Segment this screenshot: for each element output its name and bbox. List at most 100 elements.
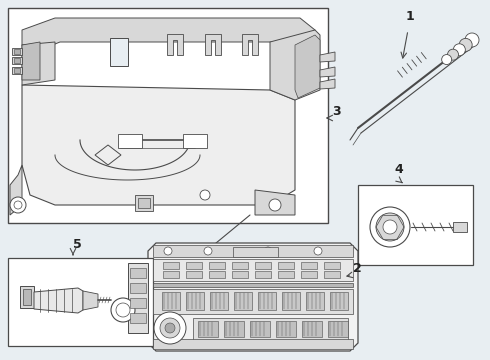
Bar xyxy=(23,289,31,305)
Bar xyxy=(162,292,180,310)
Bar xyxy=(233,247,278,257)
Bar xyxy=(278,262,294,269)
Circle shape xyxy=(441,55,452,64)
Polygon shape xyxy=(22,18,315,50)
Polygon shape xyxy=(83,291,98,310)
Bar xyxy=(209,271,225,278)
Circle shape xyxy=(200,190,210,200)
Bar xyxy=(130,283,146,293)
Circle shape xyxy=(264,247,272,255)
Polygon shape xyxy=(255,190,295,215)
Polygon shape xyxy=(14,58,20,63)
Bar xyxy=(328,321,348,337)
Text: 3: 3 xyxy=(332,105,341,118)
Bar xyxy=(8,8,328,223)
Bar xyxy=(163,262,179,269)
Polygon shape xyxy=(205,34,221,55)
Bar xyxy=(135,195,153,211)
Bar xyxy=(130,313,146,323)
Polygon shape xyxy=(320,52,335,62)
Bar xyxy=(232,271,248,278)
Bar xyxy=(186,262,202,269)
Bar xyxy=(183,134,207,148)
Circle shape xyxy=(376,213,404,241)
Circle shape xyxy=(165,323,175,333)
Bar xyxy=(330,292,348,310)
Bar xyxy=(258,292,276,310)
Circle shape xyxy=(164,247,172,255)
Bar xyxy=(282,292,300,310)
Bar xyxy=(232,262,248,269)
Bar xyxy=(276,321,296,337)
Bar xyxy=(301,262,317,269)
Polygon shape xyxy=(270,30,320,100)
Circle shape xyxy=(314,247,322,255)
Polygon shape xyxy=(295,35,320,98)
Bar xyxy=(118,134,142,148)
Circle shape xyxy=(111,298,135,322)
Polygon shape xyxy=(10,165,22,215)
Polygon shape xyxy=(22,42,40,80)
Text: 2: 2 xyxy=(353,262,362,275)
Bar xyxy=(186,292,204,310)
Bar xyxy=(153,283,353,287)
Bar xyxy=(163,271,179,278)
Polygon shape xyxy=(22,85,295,205)
Bar xyxy=(453,222,467,232)
Polygon shape xyxy=(12,57,22,64)
Polygon shape xyxy=(14,68,20,73)
Polygon shape xyxy=(14,49,20,54)
Polygon shape xyxy=(22,42,55,85)
Circle shape xyxy=(204,247,212,255)
Polygon shape xyxy=(242,34,258,55)
Text: 4: 4 xyxy=(394,163,403,176)
Polygon shape xyxy=(12,48,22,55)
Bar xyxy=(324,271,340,278)
Bar xyxy=(128,263,148,333)
Polygon shape xyxy=(34,288,83,313)
Bar xyxy=(193,318,348,340)
Polygon shape xyxy=(148,243,358,351)
Circle shape xyxy=(370,207,410,247)
Bar xyxy=(186,271,202,278)
Bar xyxy=(324,262,340,269)
Bar xyxy=(153,259,353,281)
Text: 1: 1 xyxy=(406,10,415,23)
Bar xyxy=(234,292,252,310)
Polygon shape xyxy=(12,67,22,74)
Bar xyxy=(153,289,353,314)
Bar xyxy=(153,245,353,257)
Circle shape xyxy=(10,197,26,213)
Bar xyxy=(250,321,270,337)
Circle shape xyxy=(269,199,281,211)
Circle shape xyxy=(160,318,180,338)
Bar xyxy=(130,298,146,308)
Circle shape xyxy=(459,39,472,51)
Polygon shape xyxy=(167,34,183,55)
Bar xyxy=(209,262,225,269)
Circle shape xyxy=(453,44,465,56)
Bar xyxy=(306,292,324,310)
Bar xyxy=(302,321,322,337)
Bar xyxy=(20,286,34,308)
Bar xyxy=(138,198,150,208)
Circle shape xyxy=(383,220,397,234)
Bar xyxy=(130,268,146,278)
Bar xyxy=(301,271,317,278)
Bar xyxy=(255,271,271,278)
Bar xyxy=(358,185,473,265)
Bar xyxy=(278,271,294,278)
Bar xyxy=(198,321,218,337)
Polygon shape xyxy=(320,67,335,77)
Bar xyxy=(153,339,353,349)
Circle shape xyxy=(447,49,459,60)
Bar xyxy=(224,321,244,337)
Circle shape xyxy=(154,312,186,344)
Text: 5: 5 xyxy=(73,238,82,251)
Polygon shape xyxy=(320,79,335,89)
Bar xyxy=(210,292,228,310)
Bar xyxy=(255,262,271,269)
Circle shape xyxy=(465,33,479,47)
Bar xyxy=(110,38,128,66)
Bar xyxy=(8,258,153,346)
